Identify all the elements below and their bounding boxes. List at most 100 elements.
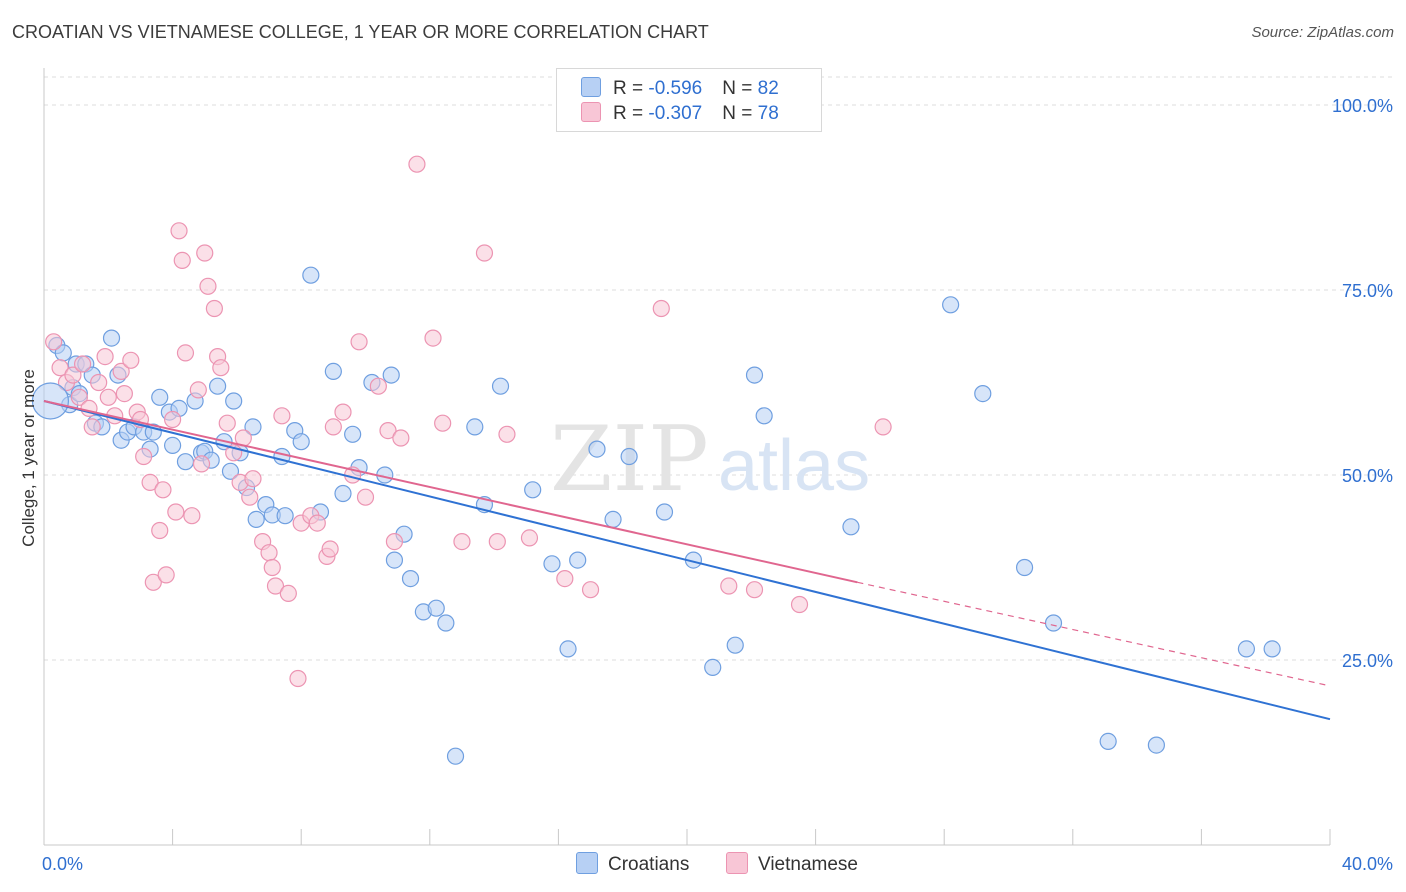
vietnamese-point	[99, 388, 117, 406]
croatian-point	[324, 362, 342, 380]
croatian-point	[276, 507, 294, 525]
vietnamese-point	[241, 488, 259, 506]
vietnamese-point	[321, 540, 339, 558]
vietnamese-point	[141, 473, 159, 491]
vietnamese-point	[167, 503, 185, 521]
chart-source: Source: ZipAtlas.com	[1251, 24, 1394, 41]
croatian-point	[604, 510, 622, 529]
croatian-point	[446, 747, 465, 765]
vietnamese-point	[192, 455, 211, 473]
vietnamese-point	[83, 418, 101, 436]
vietnamese-point	[434, 414, 452, 432]
vietnamese-point	[154, 481, 172, 499]
vietnamese-swatch	[726, 852, 748, 874]
croatian-point	[588, 440, 606, 458]
vietnamese-point	[379, 422, 397, 440]
vietnamese-point	[324, 418, 342, 436]
grid-layer	[44, 76, 1392, 661]
vietnamese-point	[212, 359, 230, 377]
vietnamese-point	[581, 581, 600, 599]
legend-n-value: 78	[757, 103, 779, 124]
croatian-point	[755, 407, 773, 425]
croatians-swatch	[576, 852, 598, 874]
vietnamese-point	[556, 569, 574, 588]
trend-layer	[43, 400, 1331, 721]
croatian-point	[1015, 558, 1034, 577]
vietnamese-point	[790, 595, 809, 614]
vietnamese-point	[520, 529, 539, 547]
vietnamese-point	[115, 385, 133, 403]
croatian-point	[655, 503, 674, 521]
x-tick-label-min: 0.0%	[42, 854, 83, 874]
vietnamese-point	[308, 514, 326, 532]
croatian-point	[466, 418, 484, 436]
vietnamese-point	[385, 532, 404, 551]
vietnamese-point	[164, 410, 182, 429]
legend-n-value: 82	[757, 78, 779, 99]
vietnamese-point	[199, 277, 217, 295]
croatian-point	[1099, 732, 1117, 751]
vietnamese-point	[350, 333, 368, 351]
croatian-point	[1044, 614, 1063, 632]
y-tick-label: 100.0%	[1332, 96, 1393, 116]
croatian-point	[524, 481, 542, 499]
croatian-point	[745, 366, 764, 384]
vietnamese-trend-extension	[857, 581, 1331, 687]
croatian-point	[559, 640, 577, 658]
vietnamese-point	[205, 299, 223, 318]
vietnamese-point	[424, 329, 442, 347]
vietnamese-point	[173, 251, 191, 269]
croatian-point	[543, 555, 561, 573]
vietnamese-point	[498, 425, 516, 443]
vietnamese-point	[45, 333, 63, 351]
vietnamese-point	[289, 669, 307, 688]
legend-swatch-pink	[581, 102, 601, 122]
vietnamese-point	[135, 447, 153, 466]
bottom-legend-vietnamese: Vietnamese	[726, 852, 858, 876]
croatian-cluster-point	[31, 382, 70, 420]
vietnamese-point	[652, 299, 670, 318]
vietnamese-point	[475, 244, 494, 262]
croatian-point	[569, 551, 587, 569]
croatian-point	[292, 433, 310, 451]
chart-title: CROATIAN VS VIETNAMESE COLLEGE, 1 YEAR O…	[12, 22, 709, 42]
vietnamese-point	[112, 362, 130, 380]
vietnamese-trend-line	[43, 400, 858, 584]
legend: R = -0.596 N = 82 R = -0.307 N = 78	[556, 68, 822, 132]
croatian-point	[704, 658, 722, 677]
vietnamese-point	[356, 488, 375, 506]
croatian-point	[427, 599, 445, 617]
bottom-legend-croatians: Croatians	[576, 852, 689, 876]
vietnamese-point	[369, 377, 387, 395]
croatian-point	[1147, 736, 1165, 754]
y-tick-label: 50.0%	[1342, 466, 1393, 486]
croatian-point	[334, 484, 352, 503]
y-tick-label: 25.0%	[1342, 651, 1393, 671]
croatian-point	[942, 296, 960, 314]
points-layer	[31, 155, 1281, 765]
croatian-point	[401, 569, 420, 588]
croatian-point	[221, 462, 240, 480]
croatian-point	[974, 385, 992, 403]
vietnamese-point	[151, 521, 169, 540]
vietnamese-point	[392, 429, 410, 447]
croatian-point	[1263, 640, 1281, 658]
croatian-point	[302, 266, 320, 284]
croatian-point	[102, 329, 121, 347]
vietnamese-point	[408, 155, 426, 173]
vietnamese-point	[96, 348, 114, 366]
vietnamese-point	[70, 388, 88, 406]
croatian-point	[726, 636, 744, 654]
vietnamese-point	[745, 581, 764, 599]
croatian-point	[244, 418, 262, 436]
croatian-trend-line	[43, 400, 1331, 721]
croatian-point	[225, 392, 243, 410]
vietnamese-point	[90, 373, 108, 392]
vietnamese-point	[157, 566, 175, 584]
croatian-point	[344, 425, 362, 443]
watermark-atlas: atlas	[718, 426, 870, 506]
vietnamese-point	[176, 344, 195, 362]
legend-row-croatians: R = -0.596 N = 82	[581, 77, 779, 101]
croatian-point	[437, 614, 455, 632]
